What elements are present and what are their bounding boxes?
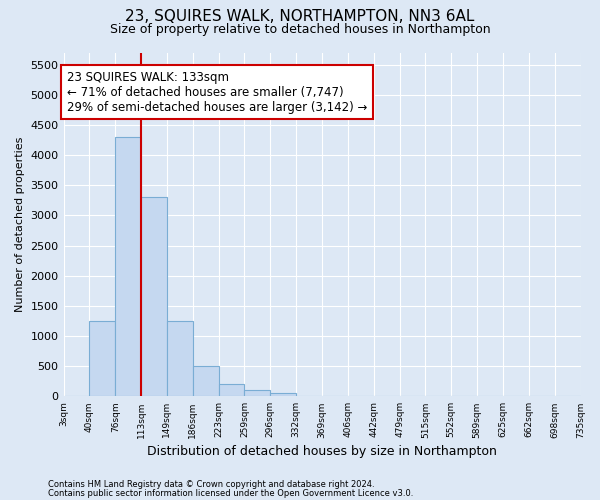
Bar — [218, 384, 244, 396]
Bar — [193, 366, 218, 396]
Text: 23, SQUIRES WALK, NORTHAMPTON, NN3 6AL: 23, SQUIRES WALK, NORTHAMPTON, NN3 6AL — [125, 9, 475, 24]
Bar — [244, 390, 271, 396]
Text: Contains HM Land Registry data © Crown copyright and database right 2024.: Contains HM Land Registry data © Crown c… — [48, 480, 374, 489]
Text: Size of property relative to detached houses in Northampton: Size of property relative to detached ho… — [110, 22, 490, 36]
Text: 23 SQUIRES WALK: 133sqm
← 71% of detached houses are smaller (7,747)
29% of semi: 23 SQUIRES WALK: 133sqm ← 71% of detache… — [67, 70, 367, 114]
Bar — [141, 198, 167, 396]
Bar — [167, 321, 193, 396]
Bar — [89, 321, 115, 396]
Bar — [115, 137, 141, 396]
Text: Contains public sector information licensed under the Open Government Licence v3: Contains public sector information licen… — [48, 488, 413, 498]
Y-axis label: Number of detached properties: Number of detached properties — [15, 136, 25, 312]
Bar — [271, 394, 296, 396]
X-axis label: Distribution of detached houses by size in Northampton: Distribution of detached houses by size … — [147, 444, 497, 458]
